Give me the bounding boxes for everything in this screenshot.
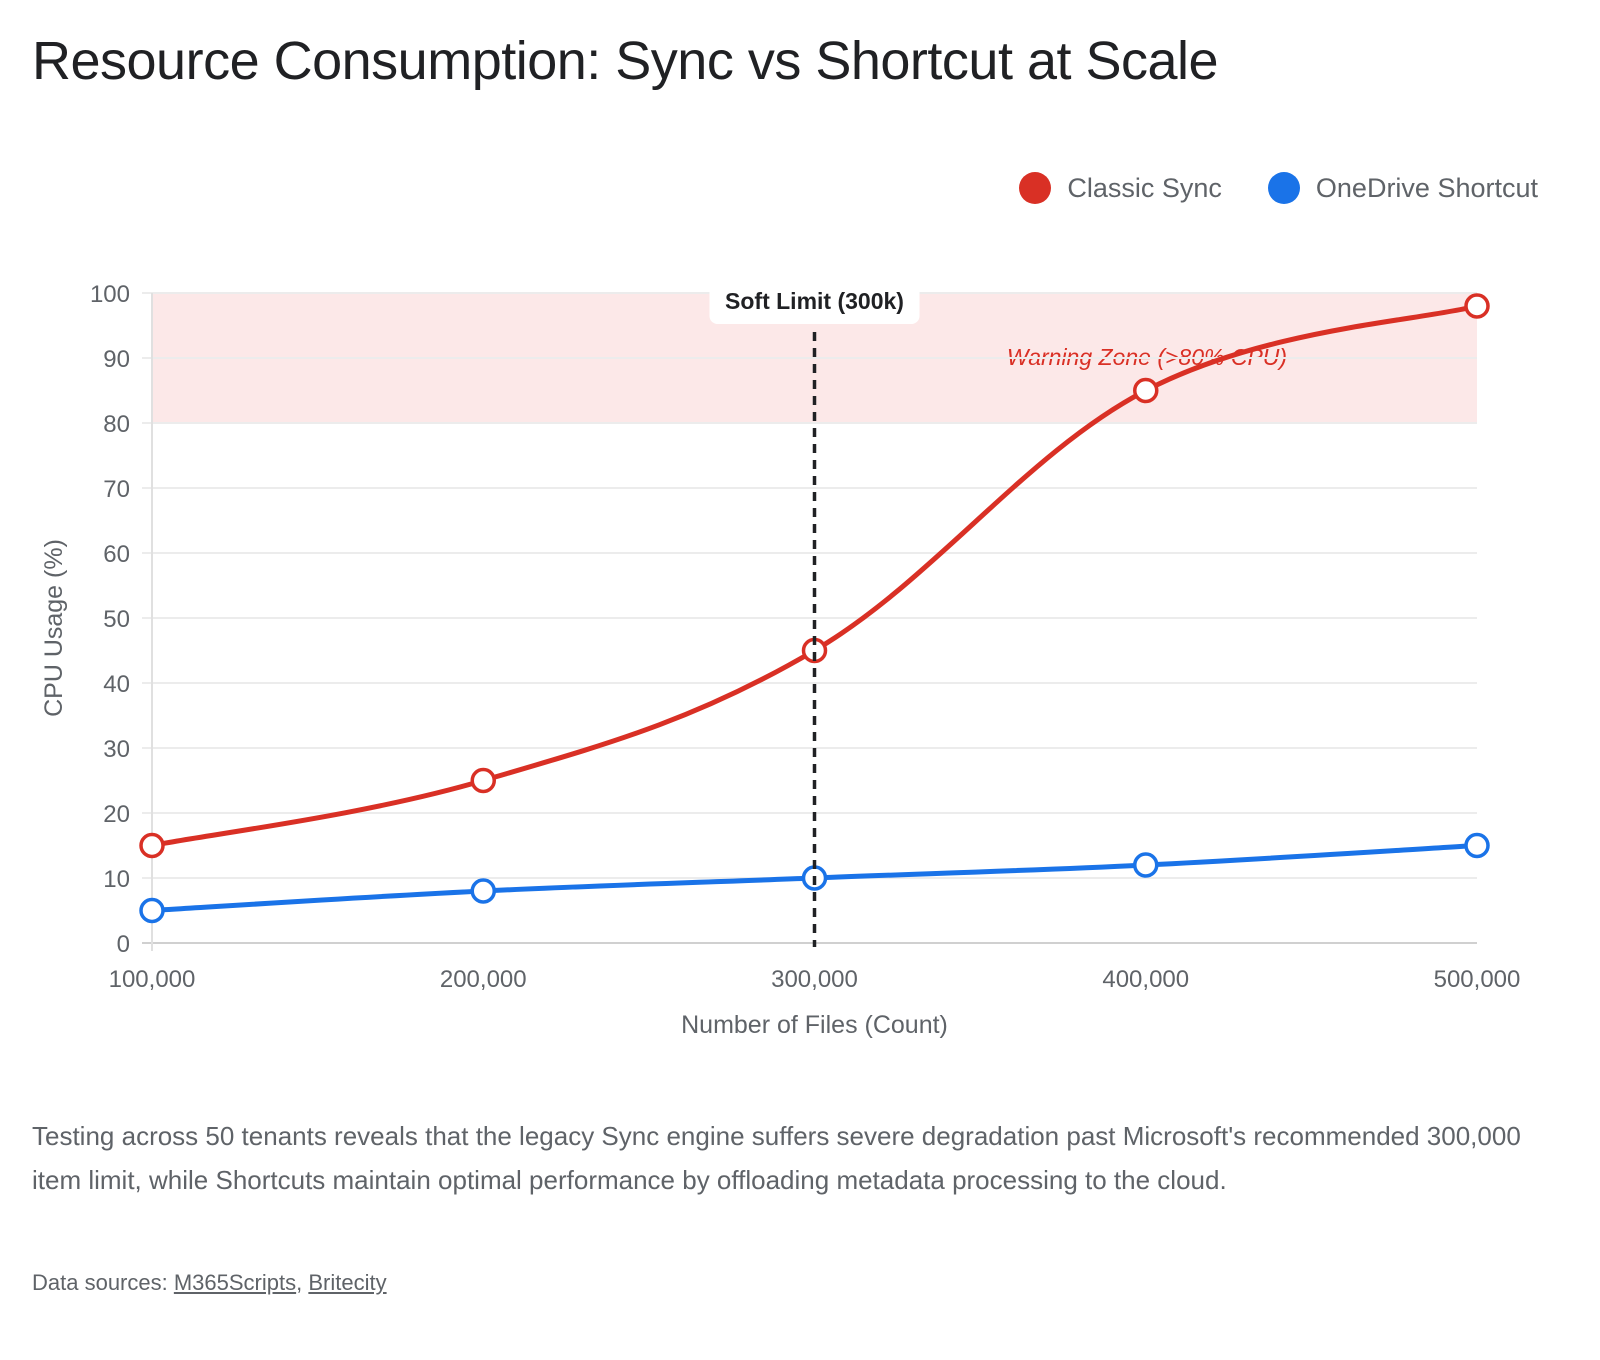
legend-label: OneDrive Shortcut (1315, 172, 1538, 203)
sources-separator: , (296, 1270, 309, 1295)
data-sources: Data sources: M365Scripts, Britecity (32, 1270, 387, 1296)
y-tick-label: 0 (117, 931, 130, 958)
y-tick-label: 100 (90, 281, 130, 308)
soft-limit-label-box (709, 278, 920, 324)
y-tick-label: 40 (103, 671, 130, 698)
source-link-m365scripts[interactable]: M365Scripts (173, 1270, 297, 1295)
chart-description: Testing across 50 tenants reveals that t… (32, 1121, 1521, 1195)
y-tick-label: 90 (103, 346, 130, 373)
data-point-onedrive-shortcut (139, 897, 165, 924)
legend: Classic Sync OneDrive Shortcut (1019, 172, 1538, 204)
legend-marker-classic-sync (1019, 172, 1052, 204)
y-tick-label: 20 (103, 801, 130, 828)
data-point-classic-sync (1464, 293, 1490, 319)
x-tick-label: 300,000 (771, 966, 858, 993)
chart-title: Resource Consumption: Sync vs Shortcut a… (32, 31, 1219, 91)
x-axis-title: Number of Files (Count) (681, 1011, 948, 1039)
y-tick-label: 10 (103, 866, 130, 893)
x-tick-label: 400,000 (1102, 966, 1189, 993)
y-tick-label: 70 (103, 476, 130, 503)
data-point-classic-sync (139, 832, 165, 859)
y-tick-label: 30 (103, 736, 130, 763)
data-point-onedrive-shortcut (1464, 832, 1490, 859)
line-chart: Warning Zone (>80% CPU) 0102030405060708… (40, 278, 1521, 1039)
y-tick-label: 50 (103, 606, 130, 633)
data-point-onedrive-shortcut (470, 878, 496, 904)
soft-limit-label: Soft Limit (300k) (725, 288, 904, 314)
y-tick-label: 60 (103, 541, 130, 568)
data-point-classic-sync (1133, 377, 1159, 404)
data-point-onedrive-shortcut (1133, 852, 1159, 878)
data-point-classic-sync (470, 767, 496, 794)
x-tick-label: 200,000 (440, 966, 527, 993)
source-link-britecity[interactable]: Britecity (308, 1270, 387, 1295)
x-tick-label: 100,000 (109, 966, 196, 993)
legend-item-onedrive-shortcut[interactable]: OneDrive Shortcut (1267, 172, 1538, 204)
y-axis-title: CPU Usage (%) (40, 539, 68, 717)
x-tick-label: 500,000 (1434, 966, 1521, 993)
legend-marker-onedrive-shortcut (1267, 172, 1300, 204)
legend-item-classic-sync[interactable]: Classic Sync (1019, 172, 1222, 204)
y-tick-label: 80 (103, 411, 130, 438)
sources-prefix: Data sources: (32, 1270, 174, 1295)
legend-label: Classic Sync (1067, 172, 1222, 203)
